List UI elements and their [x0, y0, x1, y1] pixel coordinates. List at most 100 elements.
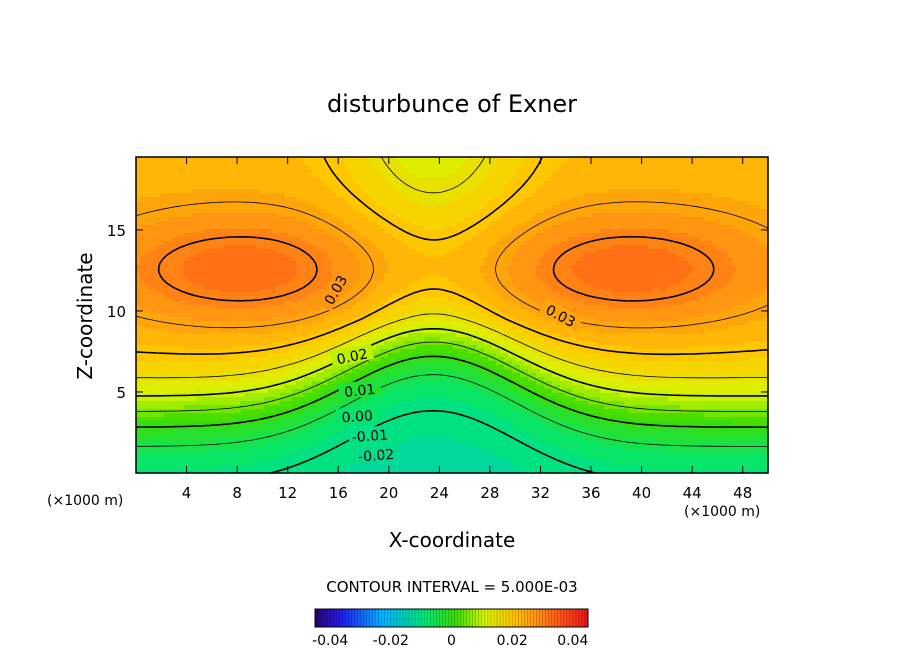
field-cell — [416, 189, 421, 194]
field-cell — [508, 265, 513, 270]
field-cell — [752, 237, 757, 242]
field-cell — [440, 185, 445, 190]
field-cell — [608, 253, 613, 258]
field-cell — [568, 181, 573, 186]
field-cell — [324, 197, 329, 202]
field-cell — [200, 269, 205, 274]
field-cell — [724, 277, 729, 282]
field-cell — [248, 181, 253, 186]
field-cell — [224, 221, 229, 226]
field-cell — [300, 277, 305, 282]
field-cell — [180, 201, 185, 206]
field-cell — [532, 205, 537, 210]
field-cell — [480, 245, 485, 250]
field-cell — [140, 257, 145, 262]
field-cell — [584, 169, 589, 174]
field-cell — [700, 249, 705, 254]
field-cell — [572, 201, 577, 206]
field-cell — [300, 257, 305, 262]
field-cell — [392, 165, 397, 170]
field-cell — [220, 205, 225, 210]
field-cell — [264, 193, 269, 198]
field-cell — [484, 273, 489, 278]
field-cell — [548, 245, 553, 250]
field-cell — [264, 245, 269, 250]
field-cell — [496, 229, 501, 234]
field-cell — [556, 165, 561, 170]
field-cell — [304, 253, 309, 258]
field-cell — [228, 261, 233, 266]
field-cell — [436, 261, 441, 266]
field-cell — [624, 229, 629, 234]
field-cell — [436, 245, 441, 250]
field-cell — [328, 185, 333, 190]
field-cell — [424, 213, 429, 218]
field-cell — [364, 213, 369, 218]
field-cell — [400, 241, 405, 246]
field-cell — [152, 261, 157, 266]
field-cell — [380, 265, 385, 270]
field-cell — [156, 257, 161, 262]
field-cell — [520, 201, 525, 206]
field-cell — [748, 253, 753, 258]
field-cell — [200, 245, 205, 250]
field-cell — [684, 229, 689, 234]
field-cell — [404, 201, 409, 206]
field-cell — [508, 157, 513, 162]
field-cell — [368, 217, 373, 222]
field-cell — [612, 221, 617, 226]
field-cell — [384, 201, 389, 206]
field-cell — [468, 273, 473, 278]
field-cell — [320, 241, 325, 246]
field-cell — [732, 189, 737, 194]
field-cell — [204, 181, 209, 186]
field-cell — [252, 281, 257, 286]
field-cell — [440, 221, 445, 226]
field-cell — [252, 249, 257, 254]
field-cell — [684, 245, 689, 250]
field-cell — [276, 201, 281, 206]
field-cell — [528, 161, 533, 166]
field-cell — [144, 265, 149, 270]
field-cell — [580, 169, 585, 174]
field-cell — [336, 197, 341, 202]
field-cell — [664, 225, 669, 230]
field-cell — [276, 225, 281, 230]
field-cell — [220, 181, 225, 186]
field-cell — [532, 189, 537, 194]
field-cell — [512, 221, 517, 226]
field-cell — [640, 157, 645, 162]
field-cell — [436, 161, 441, 166]
field-cell — [472, 157, 477, 162]
field-cell — [596, 233, 601, 238]
field-cell — [228, 237, 233, 242]
field-cell — [388, 261, 393, 266]
field-cell — [156, 189, 161, 194]
field-cell — [688, 265, 693, 270]
field-cell — [600, 189, 605, 194]
field-cell — [436, 225, 441, 230]
field-cell — [372, 205, 377, 210]
field-cell — [360, 165, 365, 170]
field-cell — [372, 265, 377, 270]
field-cell — [684, 197, 689, 202]
field-cell — [368, 253, 373, 258]
field-cell — [616, 173, 621, 178]
field-cell — [684, 157, 689, 162]
field-cell — [600, 261, 605, 266]
field-cell — [180, 165, 185, 170]
field-cell — [744, 173, 749, 178]
field-cell — [600, 209, 605, 214]
field-cell — [148, 249, 153, 254]
field-cell — [448, 241, 453, 246]
field-cell — [556, 161, 561, 166]
field-cell — [144, 253, 149, 258]
field-cell — [600, 241, 605, 246]
field-cell — [548, 269, 553, 274]
field-cell — [548, 205, 553, 210]
field-cell — [292, 197, 297, 202]
field-cell — [452, 265, 457, 270]
field-cell — [568, 197, 573, 202]
field-cell — [172, 217, 177, 222]
field-cell — [356, 253, 361, 258]
